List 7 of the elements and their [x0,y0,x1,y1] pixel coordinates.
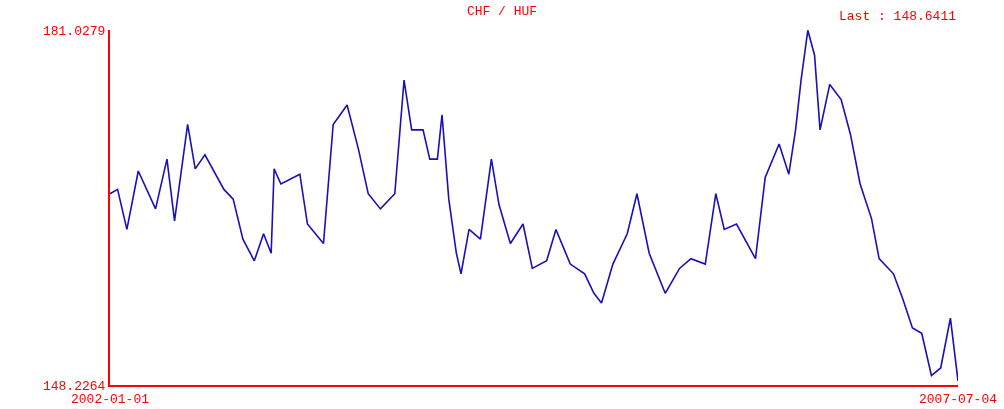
y-tick-label: 148.2264 [42,378,106,394]
y-tick-label: 181.0279 [42,23,106,39]
x-tick-label: 2002-01-01 [70,391,150,407]
line-series [110,30,958,382]
chart-title: CHF / HUF [466,4,538,20]
text: Last : 148.6411 [839,9,957,24]
x-tick-label: 2007-07-04 [918,391,998,407]
